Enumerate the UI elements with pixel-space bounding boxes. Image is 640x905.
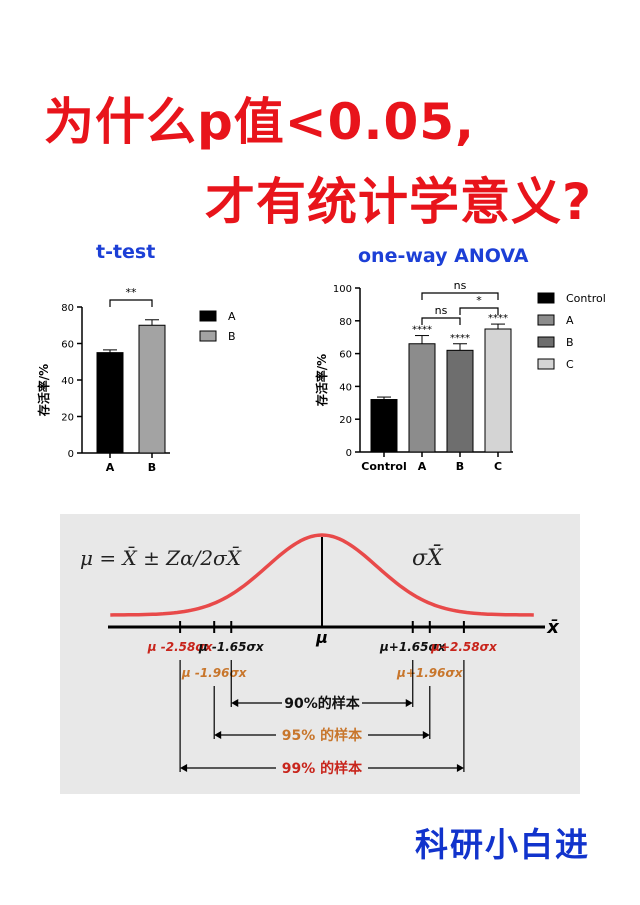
ttest-x-tick-label: A	[106, 461, 115, 474]
anova-significance-label: ns	[454, 279, 467, 292]
point-label: μ+1.65σx	[379, 640, 447, 654]
formula-label: μ = X̄ ± Zα/2σX̄	[80, 545, 242, 570]
interval-arrow-left	[180, 764, 188, 772]
anova-bar-label: ****	[488, 313, 508, 324]
interval-label: 90%的样本	[284, 695, 361, 712]
ttest-legend-label: A	[228, 310, 236, 323]
anova-y-tick-label: 60	[339, 350, 352, 361]
interval-label: 99% 的样本	[282, 760, 363, 777]
point-label: μ+1.96σx	[396, 666, 464, 680]
mean-label: μ	[315, 628, 328, 647]
ttest-x-tick-label: B	[148, 461, 156, 474]
anova-legend-swatch	[537, 358, 555, 370]
interval-label: 95% 的样本	[282, 727, 363, 744]
anova-chart-title: one-way ANOVA	[358, 245, 529, 267]
ttest-y-tick-label: 40	[61, 376, 74, 387]
anova-legend-label: Control	[566, 292, 606, 305]
anova-legend-label: A	[566, 314, 574, 327]
anova-y-tick-label: 40	[339, 382, 352, 393]
interval-arrow-right	[422, 731, 430, 739]
anova-y-tick-label: 20	[339, 415, 352, 426]
interval-label-bg	[276, 725, 368, 745]
ttest-bar-b	[138, 324, 166, 454]
anova-legend-swatch	[537, 336, 555, 348]
ttest-legend-swatch	[199, 330, 217, 342]
anova-significance-bracket	[459, 307, 499, 315]
interval-arrow-left	[214, 731, 222, 739]
anova-legend-label: B	[566, 336, 574, 349]
anova-y-tick-label: 0	[346, 448, 352, 459]
ttest-y-tick-label: 80	[61, 303, 74, 314]
ttest-y-tick-label: 0	[68, 449, 74, 460]
anova-x-tick-label: Control	[361, 460, 406, 473]
anova-x-tick-label: A	[418, 460, 427, 473]
anova-y-tick-label: 80	[339, 317, 352, 328]
ttest-legend-swatch	[199, 310, 217, 322]
anova-bar-label: ****	[412, 325, 432, 336]
anova-y-axis-label: 存活率/%	[314, 354, 329, 407]
anova-legend-label: C	[566, 358, 574, 371]
sigma-label: σX̄	[412, 544, 444, 571]
anova-x-tick-label: B	[456, 460, 464, 473]
anova-significance-label: ns	[435, 304, 448, 317]
interval-arrow-left	[231, 699, 239, 707]
point-label: μ -1.96σx	[181, 666, 248, 680]
anova-x-tick-label: C	[494, 460, 502, 473]
interval-label-bg	[276, 758, 368, 778]
ttest-bar-a	[96, 352, 124, 454]
interval-arrow-right	[405, 699, 413, 707]
ttest-significance-bracket	[109, 299, 153, 307]
ttest-y-tick-label: 20	[61, 413, 74, 424]
ttest-y-axis-label: 存活率/%	[36, 364, 51, 417]
title-line-1: 为什么p值<0.05,	[44, 93, 476, 151]
anova-bar-label: ****	[450, 333, 470, 344]
ttest-y-tick-label: 60	[61, 340, 74, 351]
footer-brand: 科研小白进	[415, 825, 590, 864]
ttest-legend-label: B	[228, 330, 236, 343]
point-label: μ -1.65σx	[198, 640, 265, 654]
ttest-chart-title: t-test	[96, 241, 156, 263]
interval-arrow-right	[456, 764, 464, 772]
anova-legend-swatch	[537, 314, 555, 326]
title-line-2: 才有统计学意义?	[205, 173, 593, 231]
ttest-significance-label: **	[126, 286, 138, 299]
point-label: μ -2.58σx	[147, 640, 214, 654]
anova-significance-bracket	[421, 292, 499, 300]
anova-bar-c	[484, 328, 512, 453]
axis-label: x̄	[546, 617, 560, 638]
anova-bar-b	[446, 349, 474, 453]
anova-y-tick-label: 100	[333, 284, 352, 295]
normal-distribution-panel	[60, 514, 580, 794]
interval-label-bg	[282, 693, 362, 713]
anova-significance-bracket	[421, 317, 461, 325]
anova-legend-swatch	[537, 292, 555, 304]
point-label: μ+2.58σx	[430, 640, 498, 654]
anova-significance-label: *	[476, 294, 482, 307]
normal-curve	[110, 533, 534, 617]
